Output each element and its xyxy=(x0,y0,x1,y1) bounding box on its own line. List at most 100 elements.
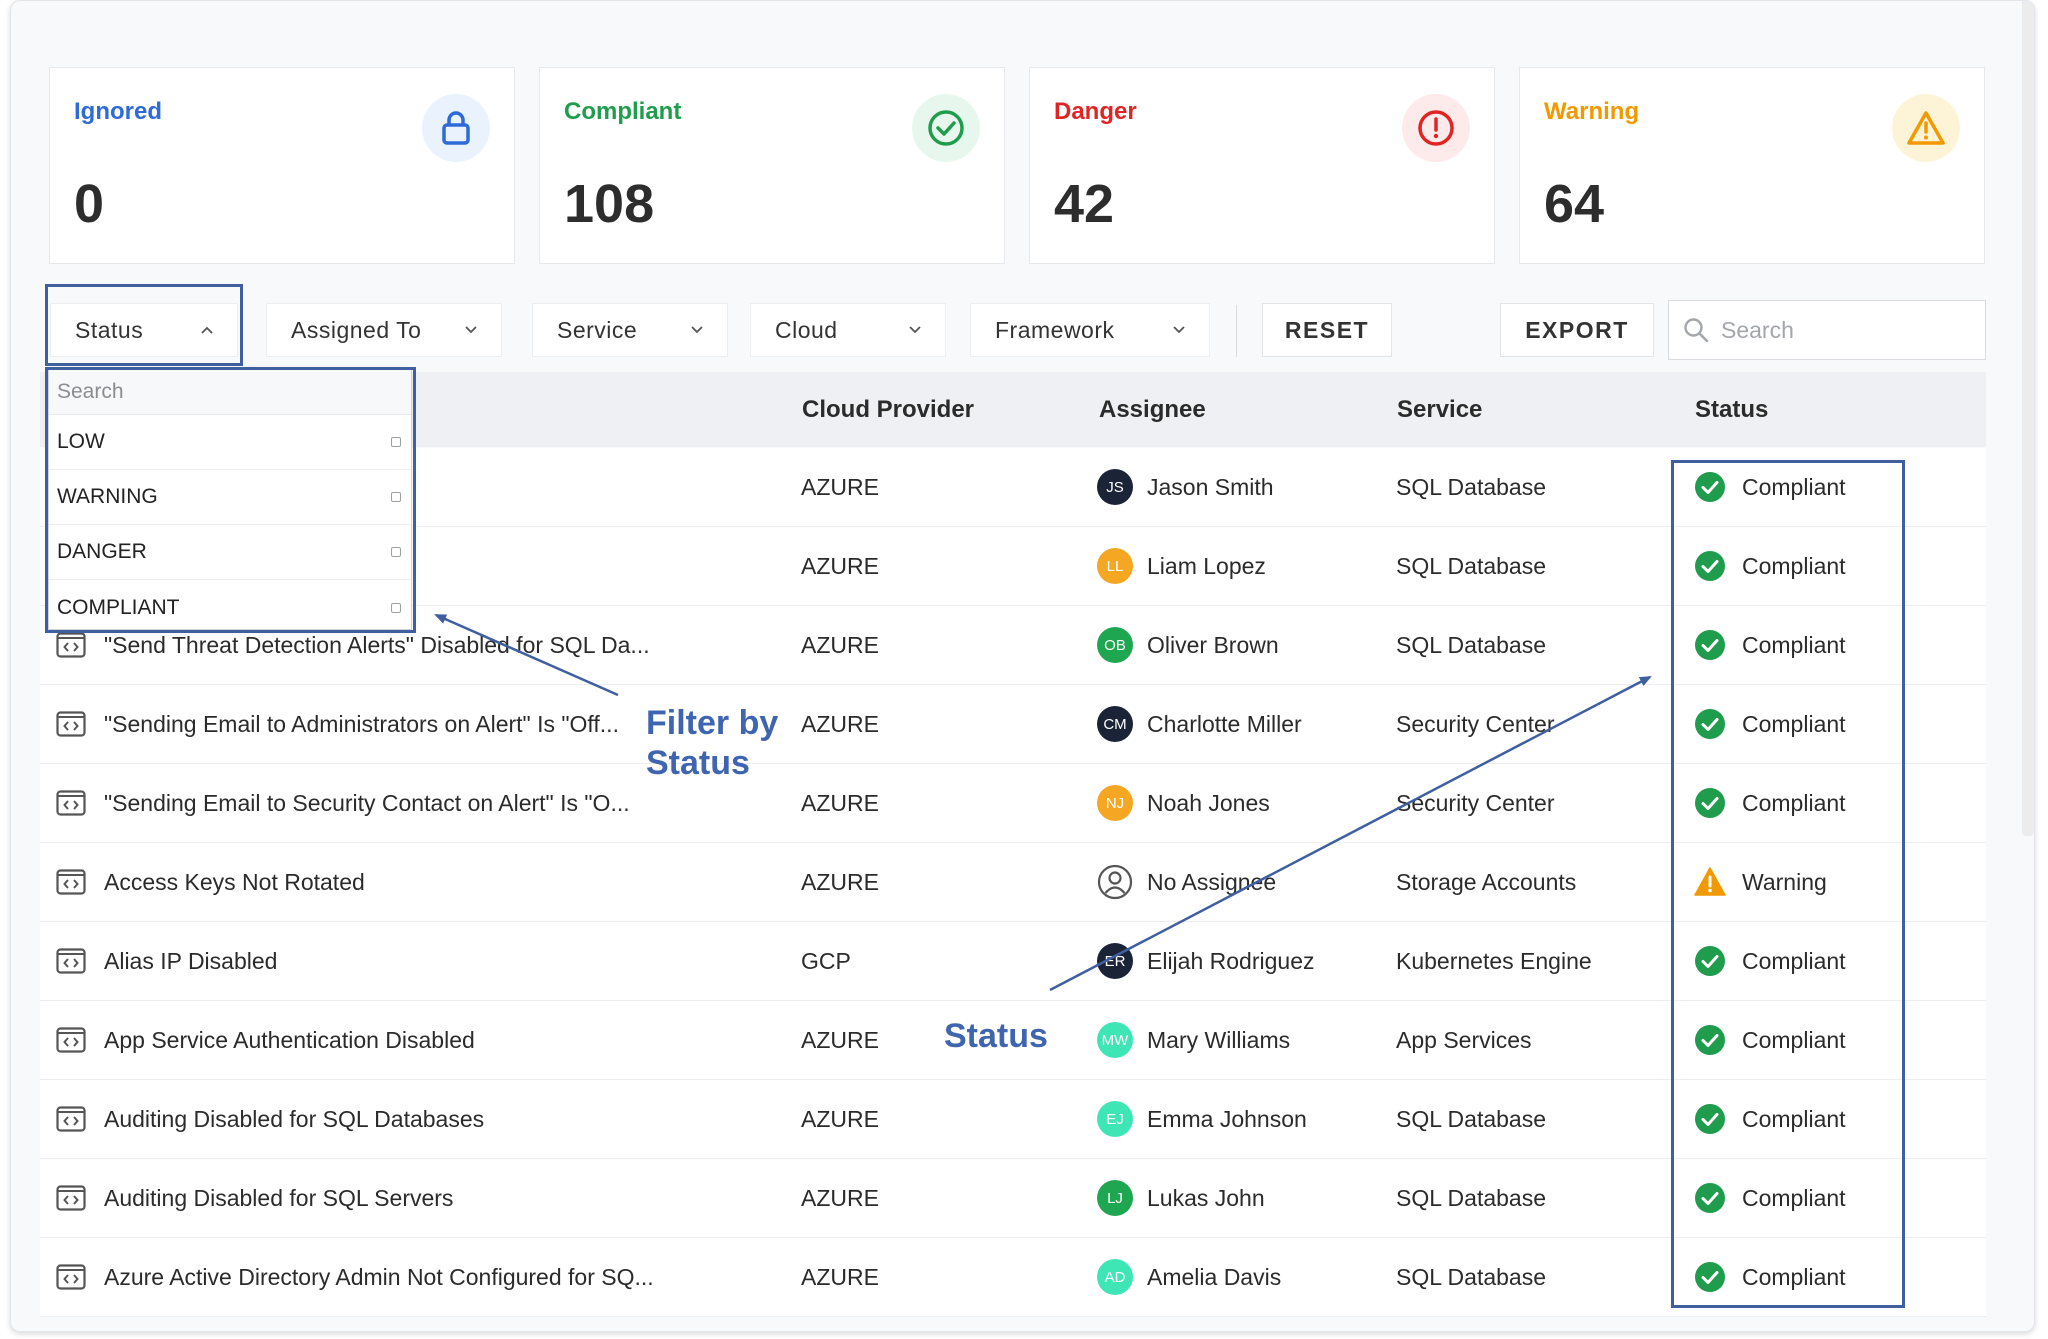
dropdown-option-compliant[interactable]: COMPLIANT xyxy=(49,580,411,635)
service-cell: SQL Database xyxy=(1396,631,1547,658)
reset-button[interactable]: RESET xyxy=(1262,303,1392,357)
filter-cloud[interactable]: Cloud xyxy=(750,303,946,357)
status-text: Compliant xyxy=(1742,552,1846,579)
assignee-cell[interactable]: ER Elijah Rodriguez xyxy=(1097,922,1314,1000)
status-text: Compliant xyxy=(1742,1105,1846,1132)
rule-name-cell[interactable]: Auditing Disabled for SQL Servers xyxy=(56,1159,453,1237)
assignee-cell[interactable]: LL Liam Lopez xyxy=(1097,527,1266,605)
table-row[interactable]: App Service Authentication Disabled AZURE… xyxy=(40,1001,1986,1080)
assignee-name: Liam Lopez xyxy=(1147,552,1266,579)
cloud-provider-cell: AZURE xyxy=(801,631,879,658)
card-value: 64 xyxy=(1544,174,1605,234)
header-cloud-provider[interactable]: Cloud Provider xyxy=(802,396,975,423)
assignee-cell[interactable]: OB Oliver Brown xyxy=(1097,606,1279,684)
status-cell: Compliant xyxy=(1694,1159,1846,1237)
table-row[interactable]: Azure Active Directory Admin Not Configu… xyxy=(40,1238,1986,1317)
cloud-provider-cell: AZURE xyxy=(801,868,879,895)
assignee-name: No Assignee xyxy=(1147,868,1277,895)
avatar: MW xyxy=(1097,1022,1133,1058)
service-cell: SQL Database xyxy=(1396,1184,1547,1211)
assignee-cell[interactable]: LJ Lukas John xyxy=(1097,1159,1265,1237)
assignee-name: Mary Williams xyxy=(1147,1026,1291,1053)
status-cell: Compliant xyxy=(1694,527,1846,605)
code-icon xyxy=(56,1106,86,1132)
filter-divider xyxy=(1236,305,1237,357)
rule-name-cell[interactable]: Auditing Disabled for SQL Databases xyxy=(56,1080,484,1158)
card-ignored[interactable]: Ignored 0 xyxy=(49,67,515,264)
dropdown-option-warning[interactable]: WARNING xyxy=(49,470,411,525)
cloud-provider-cell: AZURE xyxy=(801,789,879,816)
status-text: Compliant xyxy=(1742,1184,1846,1211)
rule-name: App Service Authentication Disabled xyxy=(104,1026,475,1053)
assignee-cell[interactable]: NJ Noah Jones xyxy=(1097,764,1270,842)
assignee-cell[interactable]: MW Mary Williams xyxy=(1097,1001,1290,1079)
check-circle-icon xyxy=(1694,787,1726,819)
filter-status[interactable]: Status xyxy=(50,303,238,357)
card-warning[interactable]: Warning 64 xyxy=(1519,67,1985,264)
header-status[interactable]: Status xyxy=(1695,396,1769,423)
check-circle-icon xyxy=(912,94,980,162)
rule-name-cell[interactable]: "Sending Email to Administrators on Aler… xyxy=(56,685,619,763)
avatar: LL xyxy=(1097,548,1133,584)
filter-service[interactable]: Service xyxy=(532,303,728,357)
assignee-name: Amelia Davis xyxy=(1147,1263,1282,1290)
assignee-cell[interactable]: AD Amelia Davis xyxy=(1097,1238,1281,1316)
service-cell: SQL Database xyxy=(1396,473,1547,500)
filter-status-label: Status xyxy=(75,316,144,343)
cloud-provider-cell: AZURE xyxy=(801,552,879,579)
warning-triangle-icon xyxy=(1892,94,1960,162)
checkbox-icon[interactable] xyxy=(391,547,401,557)
header-assignee[interactable]: Assignee xyxy=(1099,396,1206,423)
rule-name-cell[interactable]: Alias IP Disabled xyxy=(56,922,277,1000)
checkbox-icon[interactable] xyxy=(391,492,401,502)
status-cell: Compliant xyxy=(1694,764,1846,842)
assignee-cell[interactable]: JS Jason Smith xyxy=(1097,448,1274,526)
assignee-cell[interactable]: CM Charlotte Miller xyxy=(1097,685,1302,763)
scrollbar[interactable] xyxy=(2022,1,2034,836)
rule-name-cell[interactable]: Access Keys Not Rotated xyxy=(56,843,365,921)
avatar: CM xyxy=(1097,706,1133,742)
header-service[interactable]: Service xyxy=(1397,396,1483,423)
search-input[interactable] xyxy=(1721,316,1961,344)
card-danger[interactable]: Danger 42 xyxy=(1029,67,1495,264)
status-text: Compliant xyxy=(1742,710,1846,737)
avatar: AD xyxy=(1097,1259,1133,1295)
rule-name-cell[interactable]: Azure Active Directory Admin Not Configu… xyxy=(56,1238,654,1316)
checkbox-icon[interactable] xyxy=(391,437,401,447)
status-text: Compliant xyxy=(1742,947,1846,974)
export-button[interactable]: EXPORT xyxy=(1500,303,1654,357)
rule-name-cell[interactable]: "Sending Email to Security Contact on Al… xyxy=(56,764,630,842)
checkbox-icon[interactable] xyxy=(391,602,401,613)
code-icon xyxy=(56,711,86,737)
avatar: JS xyxy=(1097,469,1133,505)
card-compliant[interactable]: Compliant 108 xyxy=(539,67,1005,264)
dropdown-search-input[interactable]: Search xyxy=(49,369,411,415)
search-box[interactable] xyxy=(1668,300,1986,360)
annotation-label-status: Status xyxy=(944,1017,1048,1055)
table-row[interactable]: "Send Threat Detection Alerts" Disabled … xyxy=(40,606,1986,685)
assignee-cell[interactable]: EJ Emma Johnson xyxy=(1097,1080,1307,1158)
assignee-name: Elijah Rodriguez xyxy=(1147,947,1315,974)
rule-name: "Send Threat Detection Alerts" Disabled … xyxy=(104,631,650,658)
filter-framework[interactable]: Framework xyxy=(970,303,1210,357)
annotation-label-filter: Filter by Status xyxy=(646,703,778,783)
assignee-name: Jason Smith xyxy=(1147,473,1274,500)
table-row[interactable]: Alias IP Disabled GCP ER Elijah Rodriguez Ku… xyxy=(40,922,1986,1001)
table-row[interactable]: Auditing Disabled for SQL Servers AZURE LJ… xyxy=(40,1159,1986,1238)
status-cell: Compliant xyxy=(1694,1080,1846,1158)
code-icon xyxy=(56,1264,86,1290)
table-row[interactable]: Auditing Disabled for SQL Databases AZURE… xyxy=(40,1080,1986,1159)
filter-assigned-to[interactable]: Assigned To xyxy=(266,303,502,357)
cloud-provider-cell: AZURE xyxy=(801,710,879,737)
card-value: 0 xyxy=(74,174,105,234)
dropdown-option-danger[interactable]: DANGER xyxy=(49,525,411,580)
code-icon xyxy=(56,948,86,974)
status-text: Warning xyxy=(1742,868,1827,895)
assignee-name: Charlotte Miller xyxy=(1147,710,1302,737)
code-icon xyxy=(56,1027,86,1053)
assignee-cell[interactable]: No Assignee xyxy=(1097,843,1276,921)
dropdown-option-low[interactable]: LOW xyxy=(49,415,411,470)
avatar: NJ xyxy=(1097,785,1133,821)
rule-name-cell[interactable]: App Service Authentication Disabled xyxy=(56,1001,475,1079)
code-icon xyxy=(56,869,86,895)
